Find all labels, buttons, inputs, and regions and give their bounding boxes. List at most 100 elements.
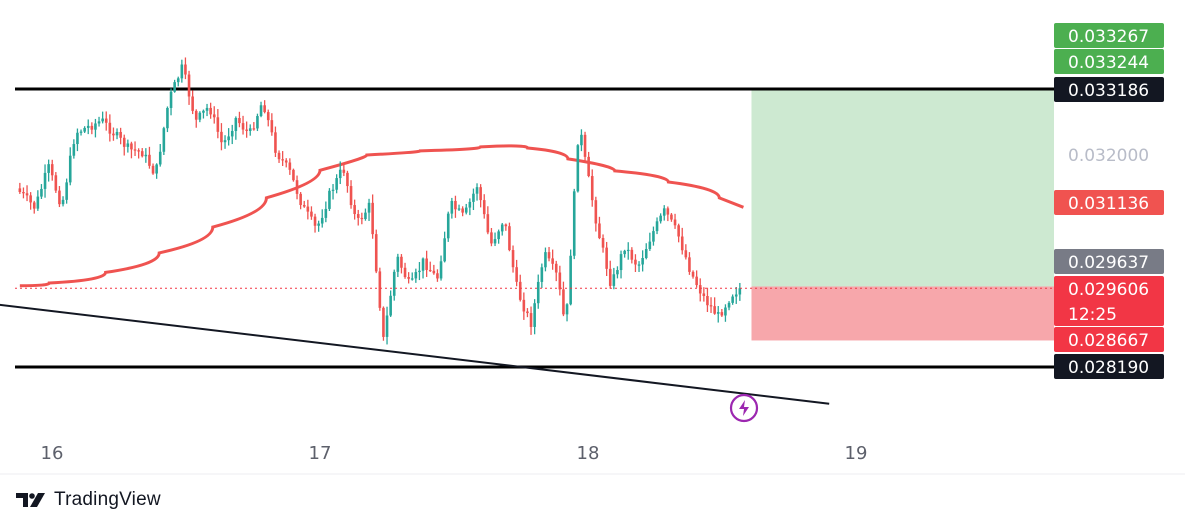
candle-body [475, 187, 479, 194]
candle-body [274, 132, 277, 153]
candle-body [684, 250, 688, 258]
candle-body [317, 223, 320, 226]
candle-body [666, 208, 670, 215]
candle-body [482, 200, 486, 215]
price-label: 0.033244 [1054, 49, 1164, 74]
candle-body [407, 277, 410, 279]
trendline[interactable] [0, 279, 830, 405]
candle-body [180, 64, 184, 79]
price-label-text: 0.033267 [1068, 27, 1149, 47]
candle-body [61, 199, 65, 205]
moving-average-line [19, 144, 744, 288]
candle-body [536, 281, 540, 304]
candle-body [540, 267, 544, 282]
candle-body [457, 208, 461, 210]
candle-body [320, 217, 324, 224]
candle-body [576, 145, 580, 192]
candle-body [562, 289, 565, 315]
long-position-tool[interactable] [751, 89, 1054, 341]
candle-body [104, 118, 108, 123]
candle-body [709, 305, 713, 307]
candle-body [569, 255, 572, 305]
price-label-box [1054, 23, 1164, 48]
candle-body [551, 258, 554, 264]
candle-body [266, 112, 270, 121]
candle-body [608, 268, 612, 286]
candle-body [558, 272, 562, 290]
event-marker[interactable] [729, 393, 759, 423]
candle-body [641, 257, 644, 265]
candle-body [403, 267, 407, 278]
position-profit-zone [751, 89, 1054, 287]
candle-body [346, 172, 349, 187]
y-axis-ghost-labels: 0.032000 [1068, 146, 1149, 166]
candle-body [547, 252, 551, 259]
candle-body [648, 241, 652, 249]
price-label: 0.028667 [1054, 327, 1164, 352]
price-label-box [1054, 77, 1164, 102]
candle-body [616, 270, 619, 275]
candle-body [65, 182, 68, 200]
candle-body [677, 225, 680, 237]
candle-body [184, 64, 187, 75]
candle-body [479, 187, 482, 201]
candle-body [252, 128, 256, 130]
candle-body [288, 162, 292, 170]
candle-body [97, 121, 101, 124]
candle-body [47, 164, 50, 173]
price-label-time: 12:25 [1068, 305, 1117, 325]
candle-body [392, 271, 396, 296]
candle-body [450, 200, 454, 214]
price-label-text: 0.029637 [1068, 253, 1149, 273]
candle-body [86, 125, 90, 128]
descending-trendline [0, 303, 830, 405]
candle-body [173, 82, 176, 92]
candle-body [468, 201, 472, 208]
candle-body [108, 122, 112, 134]
candle-body [209, 107, 212, 115]
x-axis-tick: 17 [309, 443, 332, 464]
candle-body [698, 285, 702, 294]
candle-body [738, 288, 742, 295]
candle-body [349, 186, 353, 206]
price-labels: 0.033267 0.033244 0.033186 0.031136 0.029637… [1054, 23, 1164, 379]
candle-body [652, 231, 655, 242]
brand-name: TradingView [54, 489, 161, 510]
candle-body [454, 200, 457, 210]
candle-body [158, 151, 162, 165]
tradingview-logo-icon [16, 493, 45, 507]
footer-brand[interactable]: TradingView [16, 486, 161, 514]
candle-body [436, 273, 439, 279]
candle-body [302, 205, 306, 207]
y-axis-label: 0.032000 [1068, 146, 1149, 166]
candle-body [270, 120, 274, 133]
candle-body [342, 169, 346, 173]
candle-body [223, 140, 227, 143]
candle-body [356, 214, 360, 218]
candle-body [281, 159, 284, 161]
candle-body [50, 164, 54, 176]
candle-body [472, 193, 475, 202]
candle-body [331, 189, 335, 191]
candle-body [212, 114, 216, 118]
candle-body [662, 208, 666, 216]
candle-body [400, 256, 403, 268]
candle-body [594, 200, 598, 224]
candle-body [360, 217, 364, 220]
candle-body [115, 131, 119, 136]
candle-body [234, 118, 238, 131]
candle-body [25, 193, 29, 196]
candle-body [378, 271, 382, 308]
candle-body [605, 247, 608, 269]
candle-body [306, 206, 310, 212]
candle-body [245, 129, 248, 131]
candle-body [554, 263, 558, 273]
candle-body [310, 211, 313, 217]
candle-body [83, 127, 86, 132]
candle-body [511, 250, 515, 268]
candle-body [529, 313, 533, 327]
candle-body [724, 307, 727, 316]
candle-body [670, 214, 673, 220]
candle-body [421, 258, 425, 271]
